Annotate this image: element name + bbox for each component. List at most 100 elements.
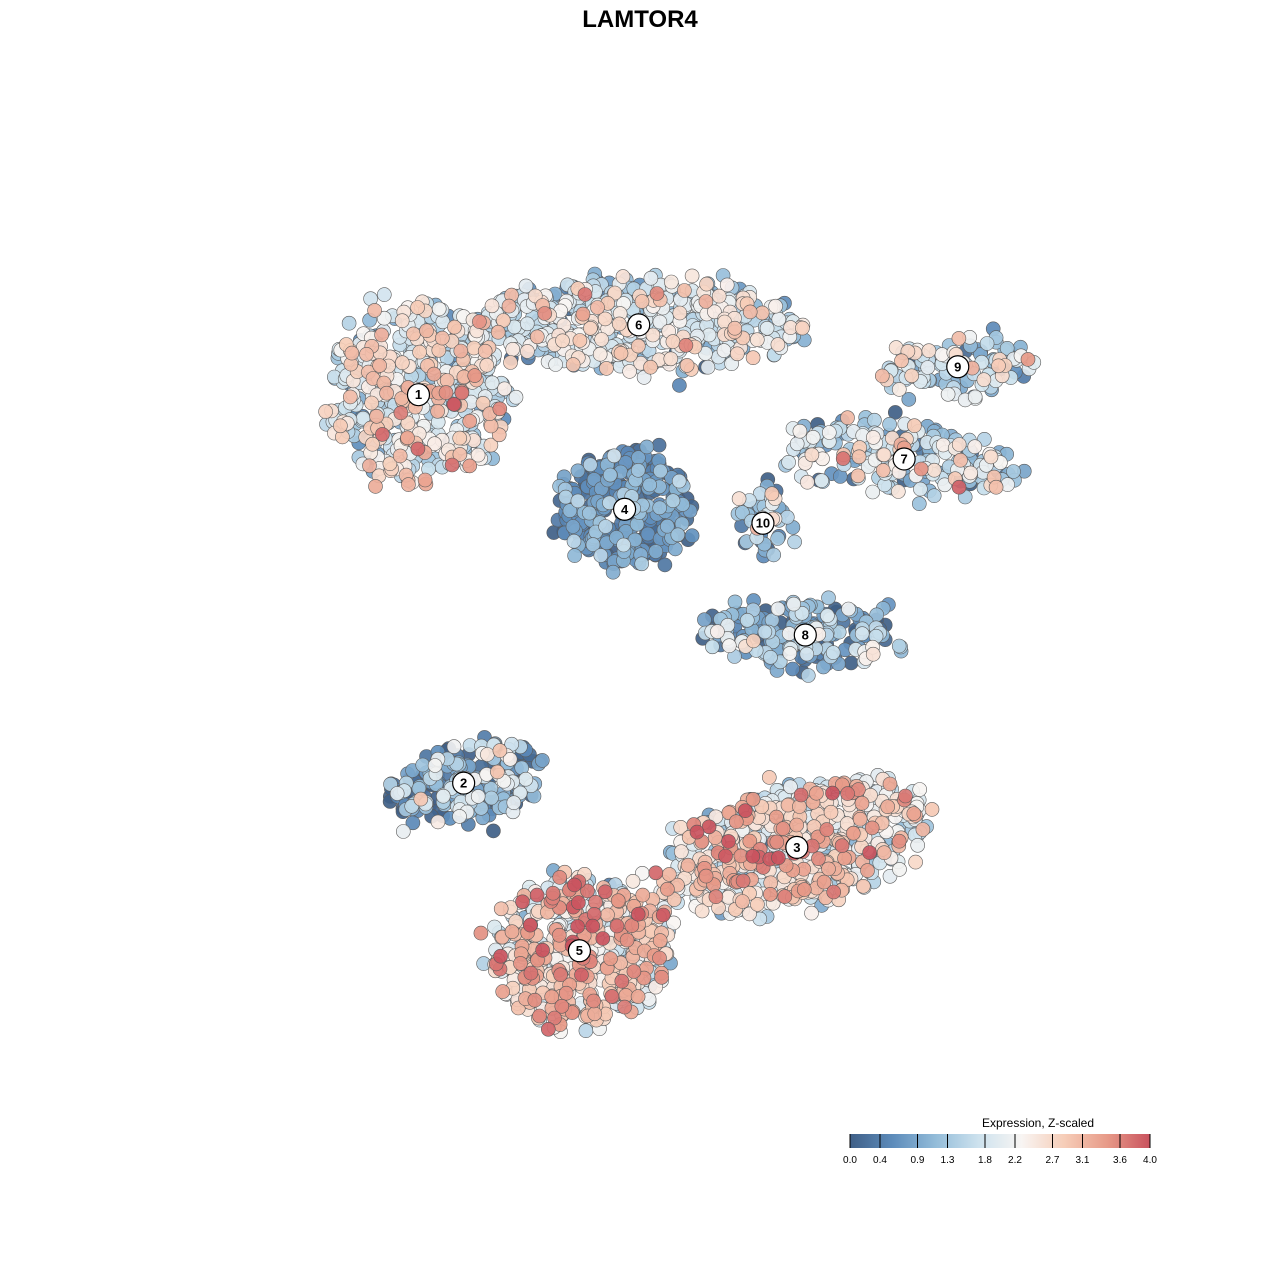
- cluster-label: 9: [946, 355, 970, 379]
- cell-point: [721, 834, 736, 849]
- cell-point: [410, 300, 425, 315]
- cell-point: [876, 447, 892, 463]
- cell-point: [611, 316, 627, 332]
- cell-point: [963, 465, 979, 481]
- cell-point: [427, 436, 442, 452]
- cell-point: [484, 790, 499, 806]
- cell-point: [910, 837, 926, 853]
- cell-point: [475, 395, 491, 411]
- colorbar-gradient: [850, 1134, 1150, 1148]
- cell-point: [643, 359, 658, 375]
- cell-point: [413, 791, 429, 807]
- cell-point: [697, 612, 712, 628]
- cell-point: [651, 437, 667, 453]
- cell-point: [820, 608, 835, 623]
- cell-point: [553, 967, 568, 983]
- cell-point: [648, 544, 664, 559]
- cluster-label-text: 7: [901, 451, 908, 466]
- cell-point: [583, 320, 598, 336]
- cell-point: [821, 425, 837, 440]
- cell-point: [570, 919, 585, 934]
- cluster-label-text: 3: [793, 840, 800, 855]
- cell-point: [639, 439, 655, 455]
- cell-point: [745, 848, 761, 864]
- cell-point: [809, 785, 824, 801]
- cell-point: [907, 418, 922, 434]
- cell-point: [426, 366, 442, 382]
- cell-point: [652, 314, 668, 330]
- cell-point: [624, 918, 640, 934]
- cell-point: [737, 803, 753, 819]
- cell-point: [487, 919, 502, 935]
- cell-point: [501, 298, 517, 314]
- cell-point: [490, 764, 505, 780]
- cell-point: [394, 313, 410, 329]
- cell-point: [635, 887, 651, 903]
- cell-point: [684, 268, 700, 284]
- cell-point: [926, 462, 942, 478]
- cell-point: [484, 298, 500, 314]
- cell-point: [770, 601, 786, 617]
- cluster-label: 4: [612, 497, 637, 521]
- cell-point: [665, 334, 681, 349]
- cell-point: [362, 458, 377, 474]
- cell-point: [707, 304, 722, 320]
- cell-point: [799, 646, 815, 662]
- cell-point: [680, 857, 696, 873]
- cell-point: [585, 918, 601, 934]
- cell-point: [804, 905, 819, 921]
- cell-point: [615, 269, 631, 284]
- cell-point: [490, 324, 506, 340]
- cell-point: [663, 351, 679, 367]
- cell-point: [742, 304, 758, 320]
- cell-point: [837, 851, 852, 866]
- cluster-label-bubble: [892, 447, 916, 471]
- cell-point: [865, 646, 881, 662]
- cell-point: [486, 823, 501, 839]
- cell-point: [781, 454, 796, 470]
- cell-point: [698, 346, 713, 361]
- cell-point: [912, 782, 928, 797]
- cell-point: [493, 901, 509, 917]
- cell-point: [779, 509, 795, 525]
- cell-point: [570, 493, 586, 509]
- cluster-label-bubble: [946, 355, 970, 379]
- cell-point: [951, 331, 967, 346]
- cell-point: [607, 285, 623, 301]
- cell-point: [470, 447, 486, 463]
- cell-point: [574, 967, 589, 983]
- cell-point: [865, 484, 881, 500]
- cell-point: [745, 350, 761, 366]
- cell-point: [590, 300, 605, 315]
- cell-point: [698, 294, 714, 309]
- cell-point: [483, 418, 499, 434]
- cell-point: [999, 340, 1015, 356]
- cell-point: [492, 401, 508, 417]
- cell-point: [652, 500, 668, 516]
- cell-point: [991, 358, 1006, 374]
- cell-point: [519, 316, 535, 332]
- cell-point: [655, 907, 671, 923]
- cluster-label-bubble: [751, 511, 775, 535]
- cell-point: [580, 883, 595, 899]
- cell-point: [462, 458, 478, 474]
- cell-point: [768, 298, 783, 314]
- cell-point: [887, 405, 903, 420]
- cell-point: [393, 405, 409, 421]
- cell-point: [710, 624, 725, 639]
- cell-point: [921, 343, 937, 359]
- cell-point: [554, 998, 570, 1014]
- cell-point: [587, 1006, 603, 1022]
- cell-point: [672, 378, 687, 393]
- cell-point: [537, 306, 553, 321]
- cluster-label-text: 9: [954, 359, 961, 374]
- cell-point: [473, 925, 489, 941]
- colorbar-tick-label: 3.6: [1113, 1155, 1127, 1166]
- cluster-label-bubble: [785, 835, 809, 859]
- cell-point: [493, 948, 508, 964]
- cell-point: [597, 884, 613, 900]
- cluster-label-bubble: [406, 383, 431, 407]
- cell-point: [711, 288, 727, 304]
- cell-point: [610, 893, 626, 909]
